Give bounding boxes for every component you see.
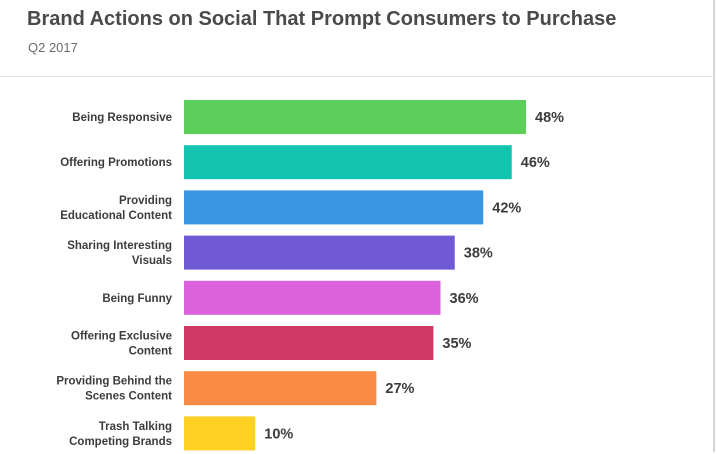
category-label: Sharing Interesting Visuals [67,240,172,267]
bar [184,280,441,315]
chart-header: Brand Actions on Social That Prompt Cons… [0,0,715,77]
bar-value-label: 38% [464,246,493,262]
category-label: Being Responsive [72,112,172,124]
bar-value-label: 27% [385,381,414,397]
category-label: Offering Promotions [60,157,172,169]
category-label: Providing Educational Content [60,195,172,222]
bar-value-label: 48% [535,110,564,126]
bar-value-label: 42% [492,200,521,216]
bar [184,190,484,225]
bar-value-label: 36% [450,291,479,307]
category-label: Providing Behind the Scenes Content [56,376,172,403]
bar [184,326,434,360]
bar-value-label: 35% [442,336,471,352]
bar [184,235,455,270]
bar-value-label: 46% [521,155,550,171]
bar [184,100,526,134]
chart-title: Brand Actions on Social That Prompt Cons… [27,8,617,30]
bar [184,145,512,180]
category-label: Offering Exclusive Content [71,331,172,358]
bar [184,416,256,451]
category-label: Trash Talking Competing Brands [69,421,172,448]
bar-value-label: 10% [264,426,293,442]
chart-subtitle: Q2 2017 [28,40,78,55]
category-label: Being Funny [102,293,172,305]
bar [184,371,377,406]
